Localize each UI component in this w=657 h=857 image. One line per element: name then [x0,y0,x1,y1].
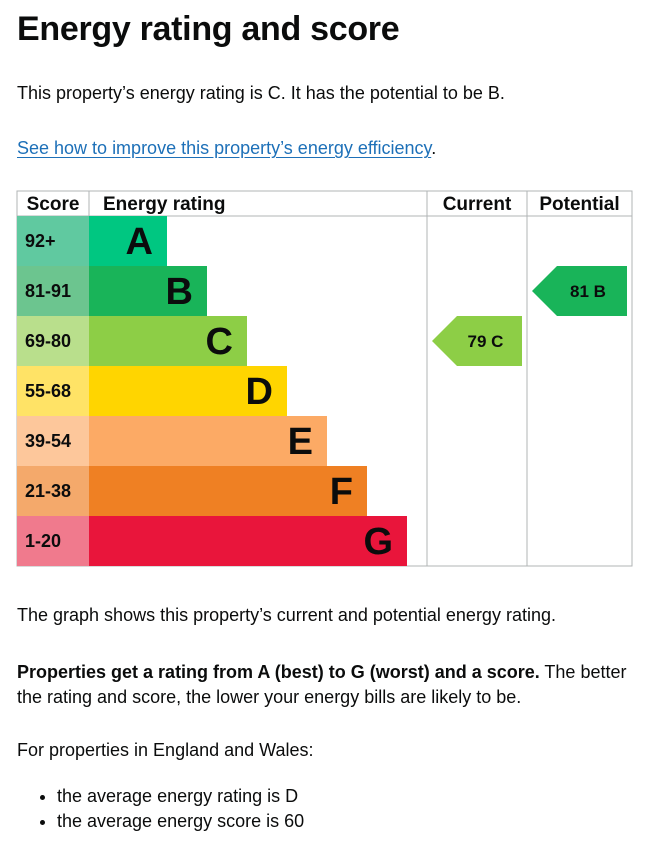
link-suffix: . [431,138,437,158]
band-range-cell-f [17,466,89,516]
band-range-b: 81-91 [25,281,71,301]
graph-note: The graph shows this property’s current … [17,605,556,625]
band-range-a: 92+ [25,231,56,251]
band-bar-g [89,516,407,566]
intro-text: This property’s energy rating is C. It h… [17,83,505,103]
band-range-d: 55-68 [25,381,71,401]
band-range-cell-g [17,516,89,566]
rating-explanation-bold: Properties get a rating from A (best) to… [17,662,540,682]
band-letter-f: F [330,471,353,513]
potential-rating-arrow [532,266,627,316]
band-range-c: 69-80 [25,331,71,351]
band-bar-f [89,466,367,516]
potential-rating-label: 81 B [570,282,606,301]
header-score: Score [27,194,80,215]
band-letter-e: E [288,421,313,463]
england-wales-text: For properties in England and Wales: [17,740,314,760]
band-bar-e [89,416,327,466]
band-letter-c: C [206,321,233,363]
improve-efficiency-link[interactable]: See how to improve this property’s energ… [17,138,432,158]
band-range-cell-e [17,416,89,466]
header-potential: Potential [539,194,619,215]
band-letter-g: G [363,521,393,563]
current-rating-arrow [432,316,522,366]
energy-rating-chart: Score Energy rating Current Potential 92+ A 81… [16,190,633,567]
page-title: Energy rating and score [17,10,400,48]
averages-list: the average energy rating is D the avera… [17,784,304,834]
rating-explanation: Properties get a rating from A (best) to… [17,660,637,710]
current-rating-label: 79 C [468,332,504,351]
band-range-e: 39-54 [25,431,71,451]
band-bar-b [89,266,207,316]
band-bar-c [89,316,247,366]
header-energy-rating: Energy rating [103,194,225,215]
band-range-cell-a [17,216,89,266]
band-letter-d: D [246,371,273,413]
band-range-cell-b [17,266,89,316]
band-range-g: 1-20 [25,531,61,551]
band-bar-d [89,366,287,416]
band-letter-b: B [166,271,193,313]
improve-link-line: See how to improve this property’s energ… [17,138,436,159]
average-score-item: the average energy score is 60 [57,809,304,834]
band-range-f: 21-38 [25,481,71,501]
band-range-cell-d [17,366,89,416]
band-letter-a: A [126,221,153,263]
header-current: Current [443,194,512,215]
average-rating-item: the average energy rating is D [57,784,304,809]
band-range-cell-c [17,316,89,366]
rating-explanation-rest: The better the rating and score, the low… [17,662,627,707]
band-bar-a [89,216,167,266]
